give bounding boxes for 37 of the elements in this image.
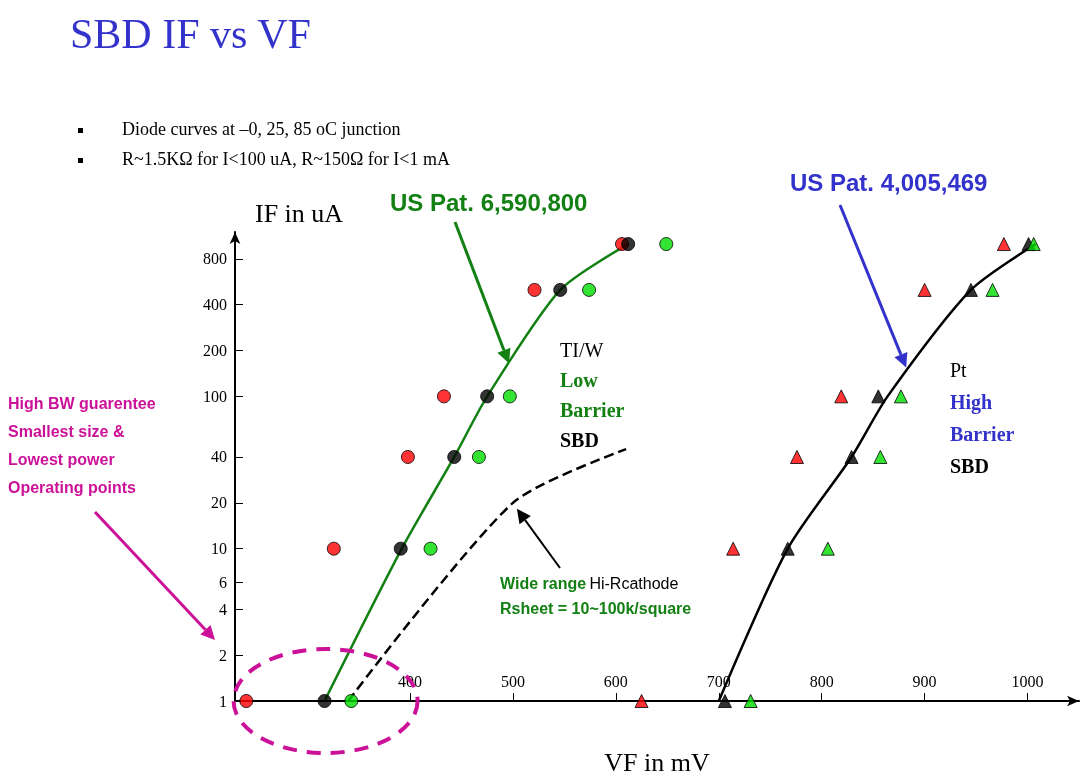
x-tick-label: 1000 — [1011, 672, 1044, 690]
y-tick-label: 10 — [211, 540, 227, 558]
y-tick-label: 20 — [211, 494, 227, 512]
annotation: Pt — [950, 359, 968, 381]
x-tick-label: 600 — [603, 672, 628, 690]
text: US Pat. 4,005,469 — [790, 168, 988, 196]
x-tick-label: 900 — [912, 672, 937, 690]
y-tick-label: 800 — [203, 250, 227, 268]
annotation: Barrier — [950, 423, 1015, 445]
annotation: High — [950, 391, 993, 414]
x-axis-title: VF in mV — [604, 747, 710, 777]
annotation: TI/W — [560, 339, 604, 361]
annotation: Low — [560, 369, 599, 391]
text: High BW guarentee — [8, 394, 156, 412]
annotation: Wide range Hi-Rcathode — [500, 574, 679, 592]
y-tick-label: 2 — [219, 646, 227, 664]
text: Diode curves at –0, 25, 85 oC junction — [122, 119, 401, 139]
text: Operating points — [8, 478, 137, 496]
y-tick-label: 6 — [219, 573, 227, 591]
y-tick-label: 200 — [203, 342, 227, 360]
y-tick-label: 400 — [203, 296, 227, 314]
annotation: SBD — [560, 429, 599, 451]
text: US Pat. 6,590,800 — [390, 188, 588, 216]
y-axis-title: IF in uA — [255, 198, 344, 228]
text: Lowest power — [8, 450, 115, 468]
x-tick-label: 500 — [500, 672, 525, 690]
y-tick-label: 1 — [219, 692, 227, 710]
annotation: Rsheet = 10~100k/square — [500, 599, 692, 617]
x-tick-label: 800 — [809, 672, 834, 690]
chart-title: SBD IF vs VF — [70, 11, 311, 57]
y-tick-label: 4 — [219, 600, 227, 618]
text: R~1.5KΩ for I<100 uA, R~150Ω for I<1 mA — [122, 149, 451, 169]
annotation: Barrier — [560, 399, 625, 421]
annotation: SBD — [950, 455, 989, 477]
y-tick-label: 40 — [211, 448, 227, 466]
y-tick-label: 100 — [203, 387, 227, 405]
text: Smallest size & — [8, 422, 125, 440]
